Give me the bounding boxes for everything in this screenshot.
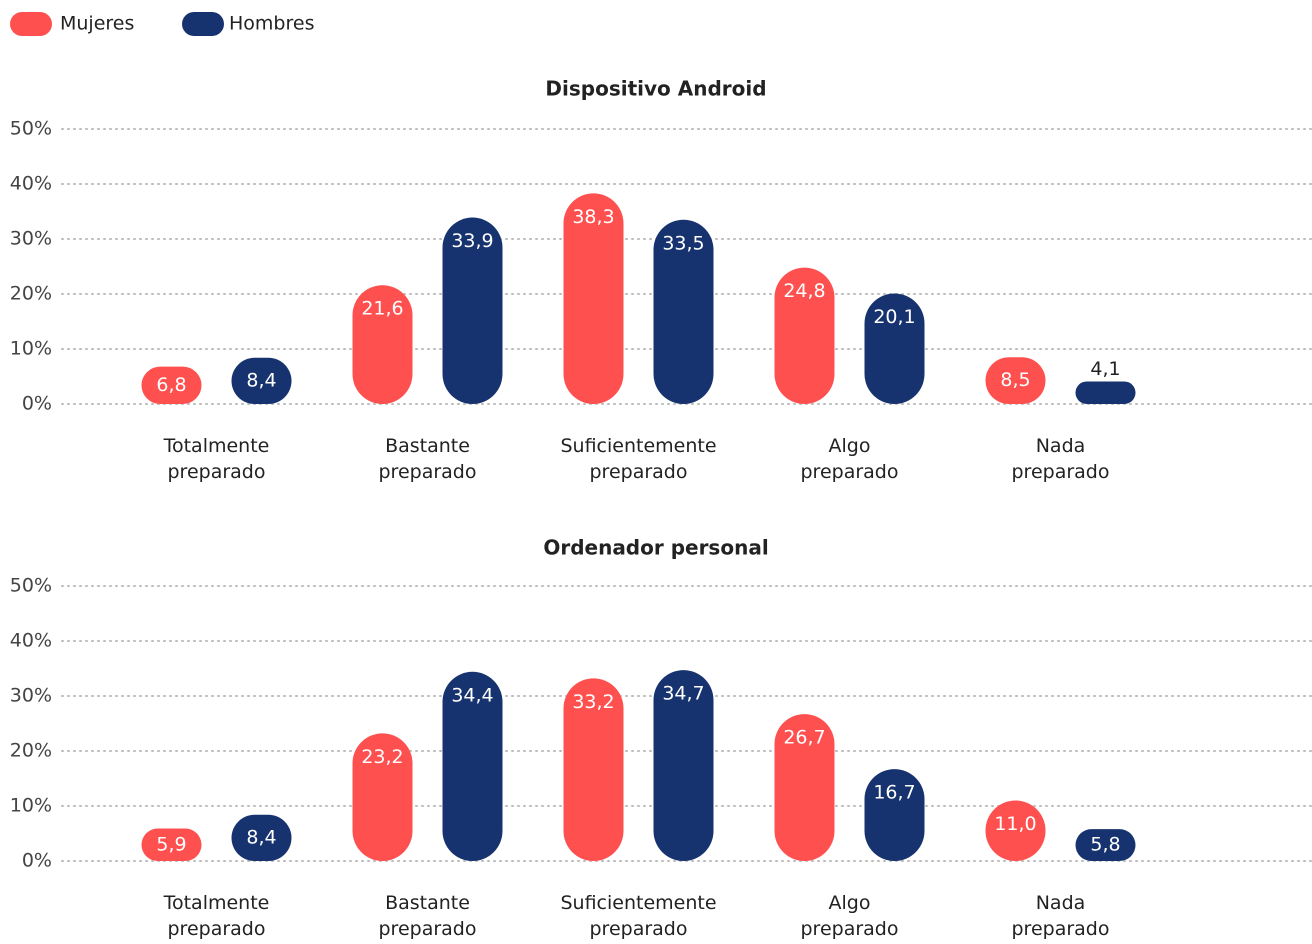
value-label: 20,1 <box>873 306 915 328</box>
value-label: 26,7 <box>783 727 825 749</box>
value-label: 23,2 <box>361 746 403 768</box>
bar <box>563 678 624 861</box>
bar <box>231 357 292 404</box>
y-tick-label: 40% <box>10 173 52 195</box>
y-tick-label: 50% <box>10 575 52 597</box>
x-tick-label: Algo preparado <box>801 892 899 940</box>
bar <box>985 800 1046 861</box>
bar <box>1075 381 1136 404</box>
x-tick-label: Nada preparado <box>1012 435 1110 483</box>
y-tick-label: 10% <box>10 338 52 360</box>
value-label: 33,2 <box>572 691 614 713</box>
value-label: 21,6 <box>361 298 403 320</box>
chart-title: Dispositivo Android <box>545 77 766 101</box>
y-tick-label: 30% <box>10 685 52 707</box>
value-label: 16,7 <box>873 782 915 804</box>
value-label: 33,9 <box>451 230 493 252</box>
bar <box>653 219 714 404</box>
value-label: 33,5 <box>662 232 704 254</box>
legend-label: Mujeres <box>60 13 134 35</box>
legend-swatch <box>10 12 52 36</box>
bar <box>352 285 413 404</box>
x-tick-label: Bastante preparado <box>379 892 477 940</box>
bar <box>141 366 202 404</box>
x-tick-label: Suficientemente preparado <box>560 892 716 940</box>
value-label: 5,9 <box>156 833 186 855</box>
legend-swatch <box>182 12 224 36</box>
bar <box>774 714 835 861</box>
x-tick-label: Totalmente preparado <box>163 892 270 940</box>
value-label: 34,7 <box>662 683 704 705</box>
value-label: 5,8 <box>1090 834 1120 856</box>
bar <box>563 193 624 404</box>
value-label: 8,5 <box>1000 369 1030 391</box>
legend-label: Hombres <box>229 13 314 35</box>
bar <box>141 828 202 861</box>
x-tick-label: Algo preparado <box>801 435 899 483</box>
value-label: 38,3 <box>572 206 614 228</box>
value-label: 8,4 <box>246 826 276 848</box>
value-label: 8,4 <box>246 369 276 391</box>
x-tick-label: Totalmente preparado <box>163 435 270 483</box>
y-tick-label: 0% <box>22 393 52 415</box>
x-tick-label: Bastante preparado <box>379 435 477 483</box>
y-tick-label: 20% <box>10 740 52 762</box>
value-label: 24,8 <box>783 280 825 302</box>
value-label: 4,1 <box>1090 358 1120 380</box>
bar <box>231 814 292 861</box>
bar <box>1075 829 1136 861</box>
bar <box>442 671 503 861</box>
bar <box>864 769 925 861</box>
value-label: 6,8 <box>156 374 186 396</box>
bar <box>653 670 714 861</box>
x-tick-label: Suficientemente preparado <box>560 435 716 483</box>
y-tick-label: 20% <box>10 283 52 305</box>
bar <box>442 217 503 404</box>
y-tick-label: 30% <box>10 228 52 250</box>
value-label: 34,4 <box>451 684 493 706</box>
chart-title: Ordenador personal <box>543 536 768 560</box>
value-label: 11,0 <box>994 813 1036 835</box>
x-tick-label: Nada preparado <box>1012 892 1110 940</box>
y-tick-label: 40% <box>10 630 52 652</box>
y-tick-label: 0% <box>22 850 52 872</box>
bar <box>352 733 413 861</box>
bar <box>774 267 835 404</box>
bar <box>864 293 925 404</box>
y-tick-label: 50% <box>10 118 52 140</box>
y-tick-label: 10% <box>10 795 52 817</box>
bar <box>985 357 1046 404</box>
